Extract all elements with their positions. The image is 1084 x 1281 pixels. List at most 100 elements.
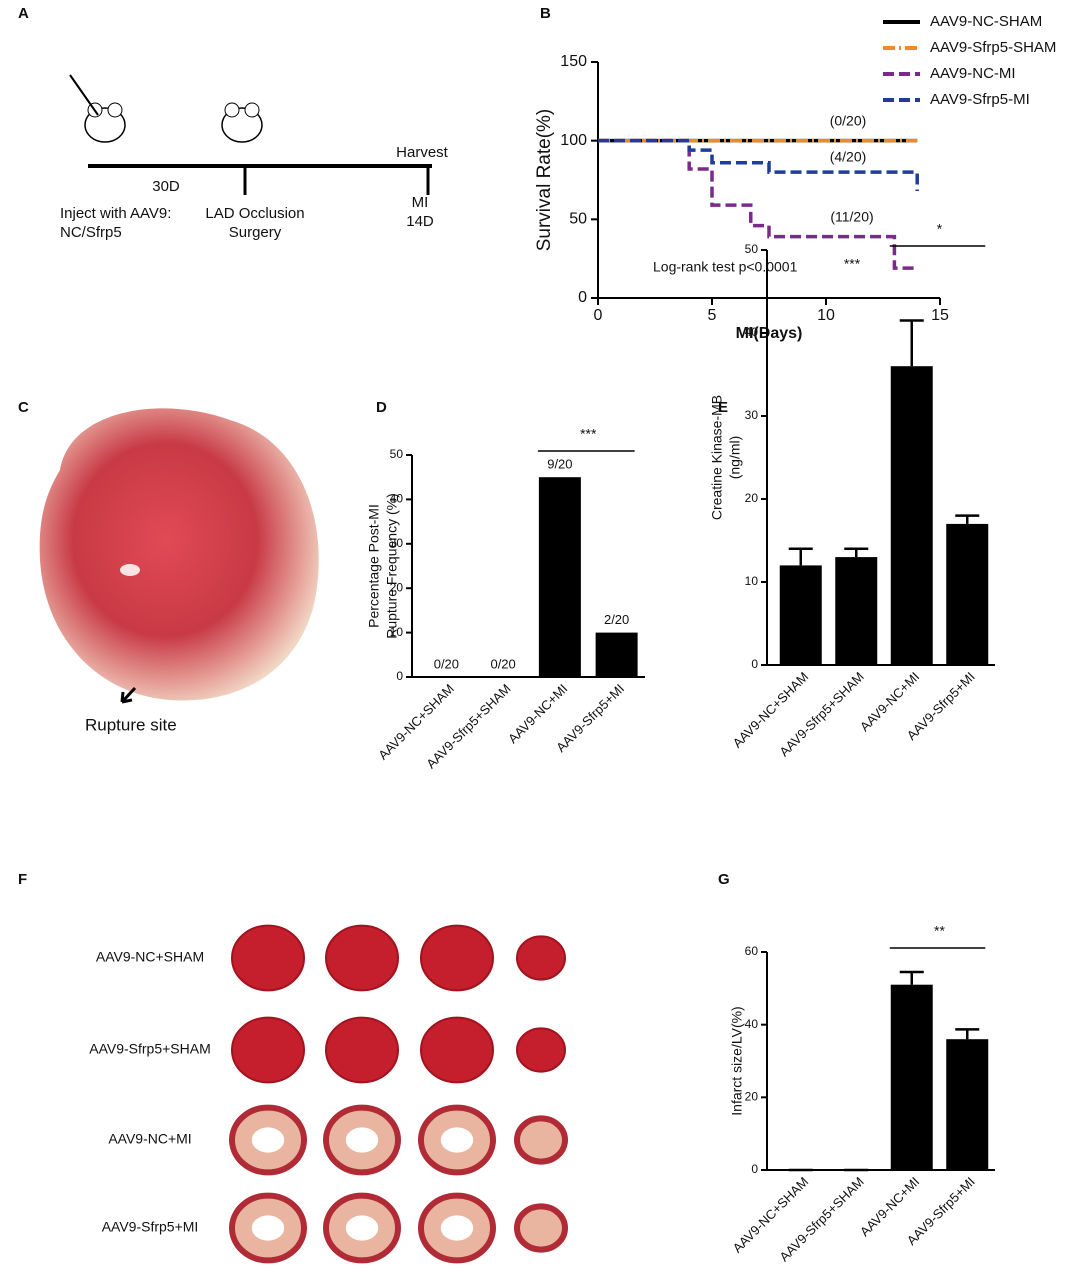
slice <box>514 1115 568 1165</box>
survival-line <box>598 138 919 192</box>
annotation: (0/20) <box>830 113 867 129</box>
y-tick-label: 40 <box>745 1017 759 1031</box>
y-axis-label: Infarct size/LV(%) <box>729 1006 745 1115</box>
tissue-slices <box>229 924 568 1264</box>
bar <box>835 557 878 665</box>
y-tick-label: 150 <box>560 53 587 70</box>
bar <box>890 366 933 665</box>
error-bar <box>844 547 869 558</box>
x-axis-label: MI(Days) <box>736 325 803 342</box>
error-bar <box>955 514 980 524</box>
y-tick-label: 50 <box>390 447 404 461</box>
annotation: Log-rank test p<0.0001 <box>653 259 798 275</box>
row-label: AAV9-Sfrp5+SHAM <box>89 1041 211 1057</box>
y-axis-label: Survival Rate(%) <box>534 109 555 252</box>
bar <box>595 632 638 677</box>
y-tick-label: 10 <box>390 625 404 639</box>
y-tick-label: 20 <box>745 1090 759 1104</box>
panel-label: G <box>718 871 730 888</box>
panel-label: B <box>540 5 551 22</box>
timeline-drawing <box>69 74 432 195</box>
row-label: AAV9-NC+SHAM <box>96 949 204 965</box>
bar <box>538 477 581 677</box>
bar <box>946 1039 989 1170</box>
y-tick-label: 30 <box>745 408 759 422</box>
slice <box>231 1016 305 1084</box>
error-bar <box>788 547 813 566</box>
row-label: AAV9-Sfrp5+MI <box>102 1219 199 1235</box>
legend-label: AAV9-NC-MI <box>930 65 1016 82</box>
y-tick-label: 0 <box>751 657 758 671</box>
y-axis-label: Percentage Post-MI <box>366 504 382 628</box>
panel-label: D <box>376 399 387 416</box>
heart-photo <box>39 408 319 704</box>
timeline-label: LAD Occlusion <box>205 205 304 222</box>
y-tick-label: 20 <box>745 491 759 505</box>
annotation: (4/20) <box>830 149 867 165</box>
y-tick-label: 0 <box>396 669 403 683</box>
panel-label: A <box>18 5 29 22</box>
y-tick-label: 10 <box>745 574 759 588</box>
y-tick-label: 40 <box>390 492 404 506</box>
bar <box>890 984 933 1170</box>
panel-label: C <box>18 399 29 416</box>
x-tick-label: 15 <box>931 307 949 324</box>
slice-lumen <box>440 1215 474 1241</box>
slice-lumen <box>251 1127 285 1153</box>
y-tick-label: 60 <box>745 944 759 958</box>
slice <box>231 924 305 992</box>
significance-label: *** <box>580 426 597 442</box>
slice <box>325 924 399 992</box>
y-tick-label: 0 <box>578 289 587 306</box>
error-bar <box>899 970 924 985</box>
x-tick-label: 10 <box>817 307 835 324</box>
x-tick-label: 0 <box>594 307 603 324</box>
error-bar <box>899 319 924 367</box>
timeline-label: NC/Sfrp5 <box>60 224 122 241</box>
y-tick-label: 50 <box>569 211 587 228</box>
slice-lumen <box>440 1127 474 1153</box>
y-axis-label: Rupture Frequency (%) <box>384 493 400 639</box>
survival-line <box>598 138 918 270</box>
timeline-label: 30D <box>152 178 180 195</box>
timeline-label: Inject with AAV9: <box>60 205 171 222</box>
timeline-label: Harvest <box>396 144 449 161</box>
y-axis-label: Creatine Kinase-MB <box>709 395 725 520</box>
bar <box>779 565 822 665</box>
y-tick-label: 100 <box>560 132 587 149</box>
slice-lumen <box>345 1127 379 1153</box>
timeline-label: 14D <box>406 213 434 230</box>
slice-lumen <box>345 1215 379 1241</box>
legend-label: AAV9-Sfrp5-MI <box>930 91 1030 108</box>
slice <box>516 935 566 981</box>
photo-caption: Rupture site <box>85 715 177 734</box>
bar <box>946 523 989 665</box>
slice <box>516 1027 566 1073</box>
row-label: AAV9-NC+MI <box>108 1131 191 1147</box>
panel-label: F <box>18 871 27 888</box>
slice-lumen <box>251 1215 285 1241</box>
timeline-label: Surgery <box>229 224 282 241</box>
panel-label: E <box>718 399 728 416</box>
y-tick-label: 40 <box>745 325 759 339</box>
y-axis-label: (ng/ml) <box>727 436 743 480</box>
value-label: 9/20 <box>547 457 572 472</box>
y-tick-label: 50 <box>745 242 759 256</box>
slice <box>514 1203 568 1253</box>
legend-label: AAV9-Sfrp5-SHAM <box>930 39 1056 56</box>
value-label: 0/20 <box>490 656 515 671</box>
value-label: 0/20 <box>434 656 459 671</box>
y-tick-label: 20 <box>390 580 404 594</box>
y-tick-label: 30 <box>390 536 404 550</box>
legend-label: AAV9-NC-SHAM <box>930 13 1042 30</box>
slice <box>420 1016 494 1084</box>
x-tick-label: 5 <box>708 307 717 324</box>
slice <box>420 924 494 992</box>
slice <box>325 1016 399 1084</box>
timeline-label: MI <box>412 194 429 211</box>
significance-label: ** <box>934 923 945 939</box>
error-bar <box>955 1028 980 1040</box>
significance-label: * <box>937 221 943 237</box>
y-tick-label: 0 <box>751 1162 758 1176</box>
